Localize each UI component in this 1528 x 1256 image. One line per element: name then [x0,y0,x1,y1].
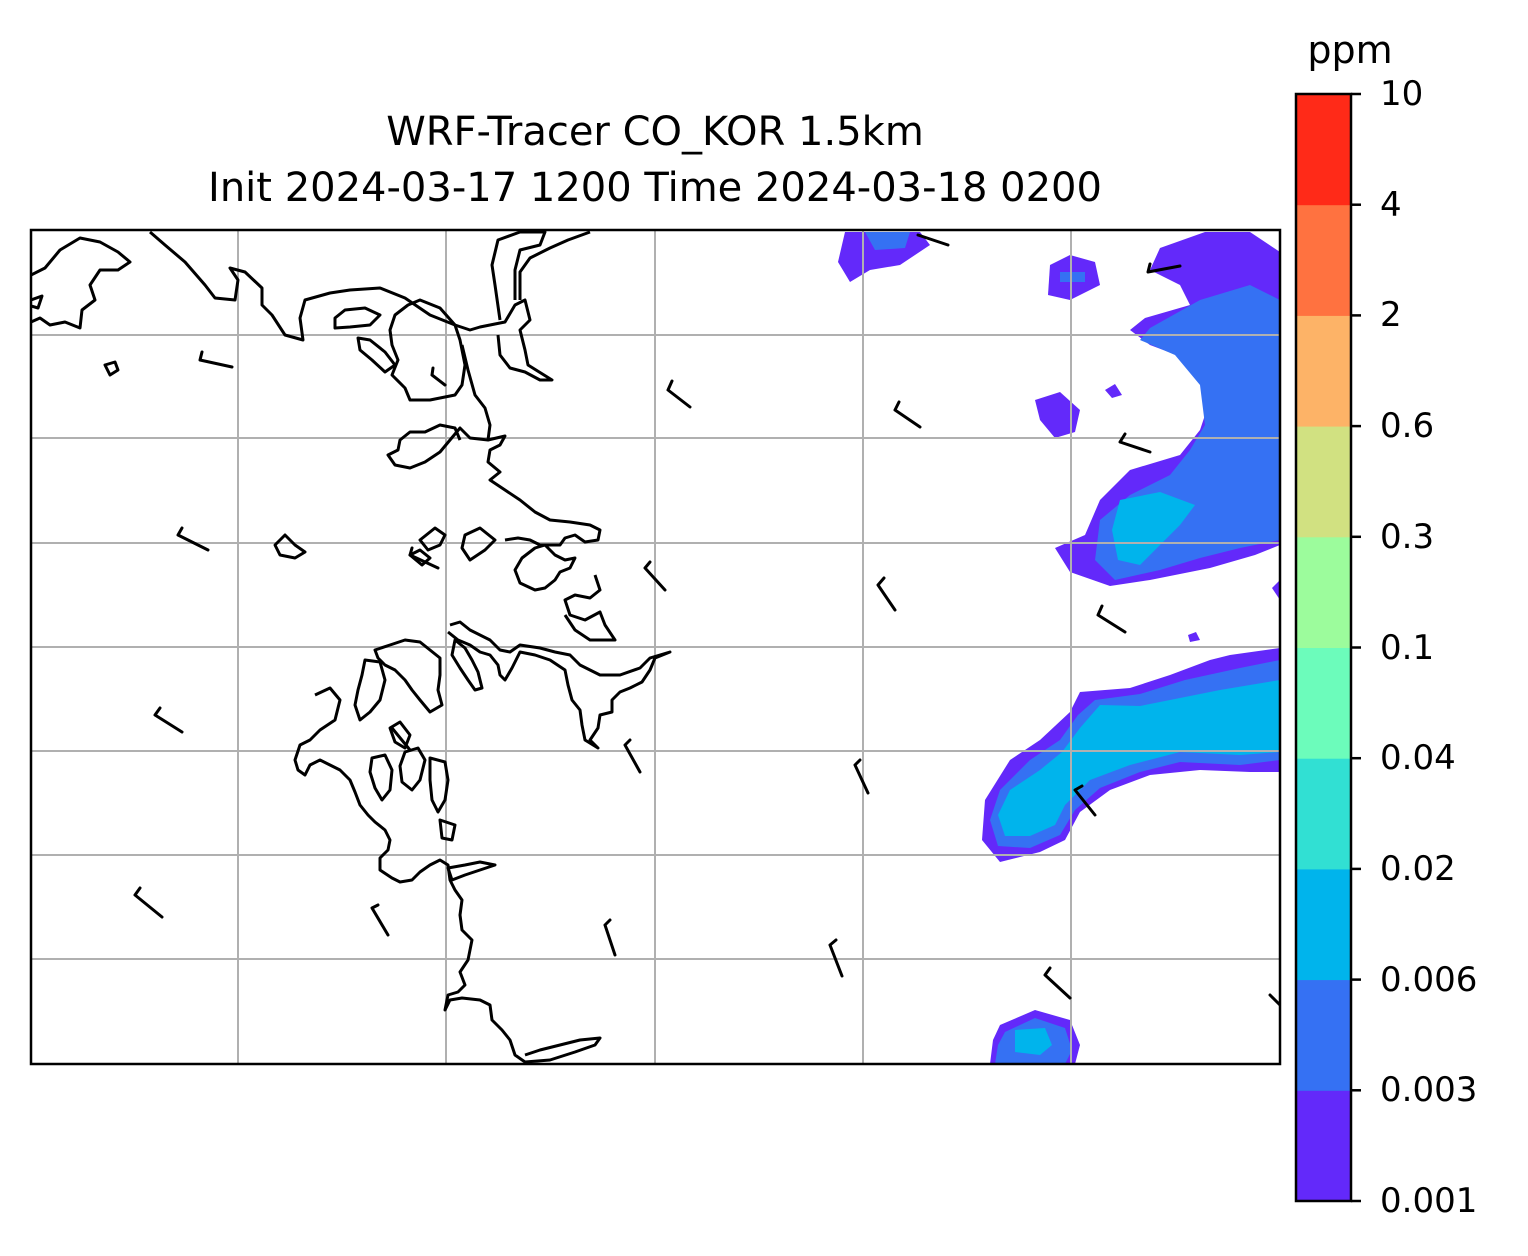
colorbar-band-2 [1296,204,1351,316]
coastlines [31,230,672,1064]
colorbar-tick-label: 0.04 [1380,738,1456,779]
colorbar-band-0.3 [1296,426,1351,538]
colorbar-tick-label: 0.1 [1380,627,1435,668]
colorbar-tick-label: 0.02 [1380,848,1456,889]
colorbar [1296,94,1351,1202]
contour-level-0.006 [998,680,1280,836]
contour-level-0.006 [1015,1028,1052,1055]
colorbar-tick-label: 0.006 [1380,959,1478,1000]
colorbar-band-0.006 [1296,868,1351,981]
map-frame [29,228,1282,1066]
contour-level-0.001 [1105,384,1122,398]
chart-subtitle: Init 2024-03-17 1200 Time 2024-03-18 020… [208,165,1102,211]
colorbar-band-0.001 [1296,1090,1351,1202]
contour-level-0.003 [1060,272,1085,282]
colorbar-band-4 [1296,94,1351,206]
colorbar-band-0.003 [1296,979,1351,1091]
contour-level-0.006 [1112,492,1195,565]
colorbar-band-0.1 [1296,536,1351,648]
colorbar-tick-label: 0.6 [1380,406,1435,447]
contour-level-0.001 [1035,392,1080,438]
colorbar-unit: ppm [1307,28,1393,72]
contour-level-0.001 [838,232,930,282]
wind-barbs [133,233,1280,1007]
colorbar-ticks [1351,92,1361,1203]
colorbar-tick-label: 4 [1380,184,1402,225]
colorbar-band-0.04 [1296,647,1351,759]
contour-level-0.003 [865,232,910,250]
contour-level-0.001 [1272,580,1280,600]
colorbar-tick-label: 2 [1380,295,1402,336]
contour-level-0.001 [1188,632,1200,642]
colorbar-tick-label: 10 [1380,74,1424,114]
gridlines [31,230,1280,1064]
colorbar-band-0.02 [1296,758,1351,870]
colorbar-band-0.6 [1296,315,1351,427]
colorbar-tick-label: 0.001 [1380,1181,1478,1221]
chart-title: WRF-Tracer CO_KOR 1.5km [386,109,924,155]
map-panel [31,230,1280,1064]
colorbar-tick-label: 0.3 [1380,516,1435,557]
colorbar-tick-label: 0.003 [1380,1070,1478,1111]
